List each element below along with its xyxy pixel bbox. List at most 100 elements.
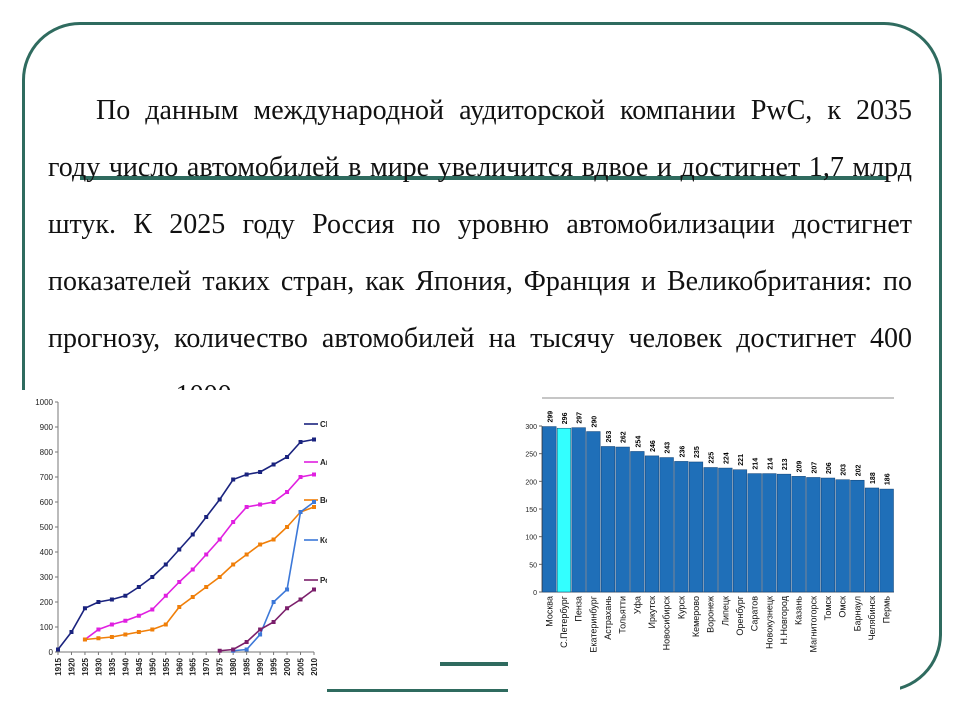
- data-point: [69, 630, 74, 634]
- data-point: [271, 600, 276, 604]
- data-point: [244, 552, 249, 557]
- line-chart-car-ownership: 0 100 200 300 400 500 600 700 800 900 1000 1915 1920…: [22, 390, 327, 702]
- x-tick-label: 1995: [270, 657, 279, 675]
- data-point: [109, 597, 114, 602]
- x-tick-label: 1950: [148, 657, 157, 675]
- bar: [674, 461, 689, 593]
- category-label: Саратов: [750, 596, 760, 631]
- data-point: [177, 605, 182, 609]
- data-point: [204, 552, 209, 557]
- series-line-0: [57, 438, 315, 650]
- bar: [776, 473, 792, 593]
- data-point: [312, 437, 316, 442]
- bar: [600, 446, 616, 593]
- bar: [659, 457, 674, 593]
- bar: [644, 455, 660, 593]
- data-point: [285, 606, 290, 611]
- category-label: Уфа: [632, 596, 642, 614]
- category-label: Астрахань: [603, 596, 613, 640]
- data-point: [271, 462, 276, 467]
- data-point: [96, 627, 101, 632]
- bar-value-label: 235: [694, 446, 701, 458]
- data-point: [244, 640, 249, 644]
- series-line-3: [233, 501, 315, 652]
- bar: [864, 487, 880, 593]
- data-point: [312, 587, 316, 592]
- data-point: [312, 505, 316, 509]
- category-label: Омск: [838, 596, 848, 618]
- y-tick-label: 250: [525, 452, 537, 459]
- data-point: [56, 647, 60, 652]
- bar: [571, 427, 586, 593]
- bar-value-label: 296: [562, 412, 569, 424]
- category-label: Новокузнецк: [764, 596, 774, 649]
- bar-value-label: 214: [767, 458, 774, 470]
- bar-value-label: 290: [591, 416, 598, 428]
- bar-value-label: 209: [797, 461, 804, 473]
- bar-value-label: 221: [738, 454, 745, 466]
- legend-label-3: Корея: [320, 536, 327, 545]
- data-point: [136, 585, 141, 589]
- data-point: [109, 635, 114, 639]
- data-point: [244, 505, 249, 509]
- data-point: [163, 622, 168, 627]
- bar: [835, 479, 850, 593]
- bar: [703, 467, 718, 593]
- category-label: Москва: [544, 596, 554, 627]
- x-tick-label: 1915: [54, 657, 63, 675]
- data-point: [190, 595, 195, 599]
- bar: [732, 469, 748, 593]
- y-tick-label: 0: [49, 648, 54, 657]
- bar-value-label: 262: [621, 431, 628, 443]
- data-point: [177, 547, 182, 552]
- data-point: [298, 597, 303, 602]
- data-point: [312, 500, 316, 504]
- y-tick-label: 1000: [35, 398, 53, 407]
- series-line-1: [84, 473, 315, 641]
- category-label: Новосибирск: [662, 596, 672, 650]
- series-line-4: [219, 588, 315, 652]
- y-tick-label: 300: [40, 573, 54, 582]
- category-label: Барнаул: [852, 596, 862, 631]
- bar: [615, 446, 630, 593]
- bar-value-label: 299: [547, 411, 554, 423]
- category-label: Пенза: [574, 596, 584, 622]
- series-line-2: [84, 506, 315, 641]
- data-point: [190, 532, 195, 537]
- data-point: [285, 455, 290, 459]
- category-label: Томск: [823, 596, 833, 620]
- data-point: [217, 575, 222, 579]
- bar-value-label: 213: [782, 458, 789, 470]
- bar-value-label: 202: [855, 464, 862, 476]
- data-point: [150, 607, 155, 612]
- x-tick-label: 1975: [216, 657, 225, 675]
- data-point: [150, 627, 155, 632]
- data-point: [150, 575, 155, 579]
- x-tick-label: 1935: [108, 657, 117, 675]
- data-point: [217, 648, 222, 653]
- y-tick-label: 100: [525, 535, 537, 542]
- bar: [747, 473, 762, 593]
- x-tick-label: 2005: [297, 657, 306, 675]
- bar: [879, 488, 894, 593]
- bar-value-label: 236: [679, 446, 686, 458]
- data-point: [244, 647, 249, 652]
- category-label: С.Петербург: [559, 595, 569, 648]
- x-tick-label: 1960: [175, 657, 184, 675]
- category-label: Казань: [794, 596, 804, 625]
- y-tick-label: 0: [533, 590, 537, 597]
- data-point: [258, 627, 263, 632]
- category-label: Екатеринбург: [588, 595, 598, 652]
- x-tick-label: 1990: [256, 657, 265, 675]
- data-point: [258, 542, 263, 547]
- data-point: [312, 472, 316, 477]
- data-point: [285, 490, 290, 494]
- x-tick-label: 2010: [310, 657, 319, 675]
- data-point: [177, 580, 182, 584]
- bar: [630, 451, 645, 593]
- bar-value-label: 214: [753, 458, 760, 470]
- data-point: [231, 520, 236, 524]
- bar-value-label: 243: [665, 442, 672, 454]
- x-tick-label: 1920: [67, 657, 76, 675]
